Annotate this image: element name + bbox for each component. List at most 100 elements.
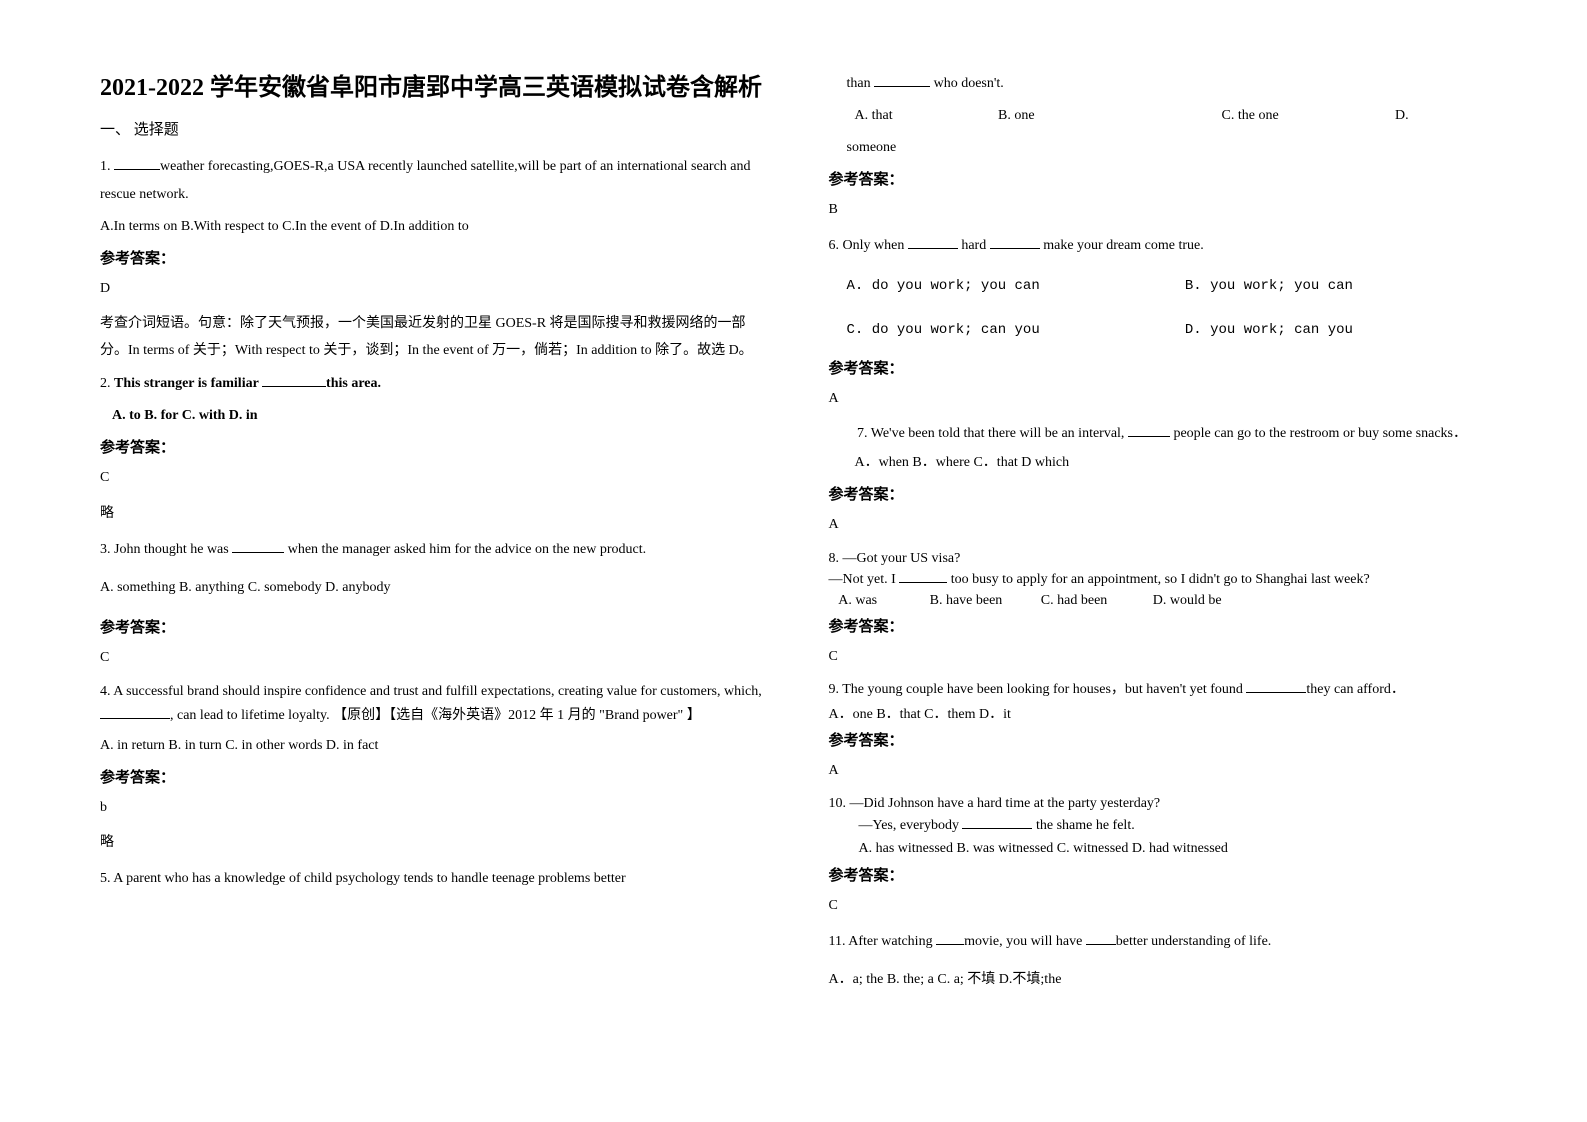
q8-line2b: too busy to apply for an appointment, so… [947, 572, 1369, 587]
q10-line2: —Yes, everybody the shame he felt. [859, 815, 1498, 837]
q6-optC: C. do you work; can you [847, 314, 1177, 348]
answer-label: 参考答案： [829, 483, 1498, 504]
question-3: 3. John thought he was when the manager … [100, 536, 769, 564]
document-page: 2021-2022 学年安徽省阜阳市唐郢中学高三英语模拟试卷含解析 一、 选择题… [0, 0, 1587, 1122]
question-9: 9. The young couple have been looking fo… [829, 679, 1498, 700]
q2-num: 2. [100, 376, 114, 391]
q9-options: A．one B．that C．them D．it [829, 704, 1498, 725]
q5-optA: A. that [855, 102, 995, 130]
q8-line1: 8. —Got your US visa? [829, 548, 1498, 569]
q6-c: make your dream come true. [1040, 238, 1204, 253]
q2-omit: 略 [100, 501, 769, 526]
q2-options: A. to B. for C. with D. in [112, 402, 769, 430]
q3-text-b: when the manager asked him for the advic… [284, 542, 646, 557]
q2-text-b: This stranger is familiar [114, 376, 262, 391]
q5c-a: than [847, 76, 875, 91]
question-1: 1. weather forecasting,GOES-R,a USA rece… [100, 153, 769, 209]
q1-options: A.In terms on B.With respect to C.In the… [100, 213, 769, 241]
q6-b: hard [958, 238, 990, 253]
q3-text-a: 3. John thought he was [100, 542, 232, 557]
q8-line2a: —Not yet. I [829, 572, 900, 587]
q10-line1: 10. —Did Johnson have a hard time at the… [829, 793, 1498, 815]
q1-text: weather forecasting,GOES-R,a USA recentl… [100, 159, 751, 202]
question-7: 7. We've been told that there will be an… [847, 422, 1498, 446]
q5-optC: C. the one [1222, 102, 1392, 130]
q5-options: A. that B. one C. the one D. [829, 102, 1498, 130]
blank [1128, 423, 1170, 437]
answer-label: 参考答案： [100, 616, 769, 637]
q3-answer: C [100, 645, 769, 670]
q4-text-a: 4. A successful brand should inspire con… [100, 684, 762, 699]
question-4: 4. A successful brand should inspire con… [100, 680, 769, 728]
answer-label: 参考答案： [829, 729, 1498, 750]
q10-options: A. has witnessed B. was witnessed C. wit… [859, 838, 1498, 860]
exam-title: 2021-2022 学年安徽省阜阳市唐郢中学高三英语模拟试卷含解析 [100, 70, 769, 106]
q5c-b: who doesn't. [930, 76, 1004, 91]
blank [1246, 679, 1306, 693]
q9-b: they can afford． [1306, 682, 1404, 697]
q4-answer: b [100, 795, 769, 820]
q9-a: 9. The young couple have been looking fo… [829, 682, 1247, 697]
q6-optB: B. you work; you can [1185, 278, 1353, 294]
question-8: 8. —Got your US visa? —Not yet. I too bu… [829, 548, 1498, 611]
q5-optD: D. [1395, 108, 1409, 123]
q11-options: A．a; the B. the; a C. a; 不填 D.不填;the [829, 966, 1498, 994]
q6-optA: A. do you work; you can [847, 270, 1177, 304]
q10-line2a: —Yes, everybody [859, 818, 963, 833]
question-5: 5. A parent who has a knowledge of child… [100, 865, 769, 893]
q7-answer: A [829, 512, 1498, 537]
q11-a: 11. After watching [829, 934, 937, 949]
q4-omit: 略 [100, 830, 769, 855]
answer-label: 参考答案： [829, 864, 1498, 885]
answer-label: 参考答案： [100, 436, 769, 457]
answer-label: 参考答案： [829, 357, 1498, 378]
q6-a: 6. Only when [829, 238, 908, 253]
q10-line2b: the shame he felt. [1032, 818, 1134, 833]
q5-tail: someone [847, 134, 1498, 162]
answer-label: 参考答案： [100, 766, 769, 787]
q1-answer: D [100, 276, 769, 301]
q10-answer: C [829, 893, 1498, 918]
q6-options-row1: A. do you work; you can B. you work; you… [847, 270, 1498, 304]
q9-answer: A [829, 758, 1498, 783]
q7-a: 7. We've been told that there will be an… [857, 426, 1128, 441]
blank [962, 816, 1032, 830]
question-6: 6. Only when hard make your dream come t… [829, 232, 1498, 260]
q2-answer: C [100, 465, 769, 490]
q5-optB: B. one [998, 102, 1218, 130]
blank [990, 236, 1040, 250]
q3-options: A. something B. anything C. somebody D. … [100, 574, 769, 602]
blank [899, 569, 947, 583]
blank [1086, 932, 1116, 946]
q5-cont: than who doesn't. [847, 70, 1498, 98]
blank [874, 73, 930, 87]
q7-options: A．when B．where C．that D which [855, 449, 1498, 477]
q8-options: A. was B. have been C. had been D. would… [829, 590, 1498, 611]
question-2: 2. This stranger is familiar this area. [100, 370, 769, 398]
question-11: 11. After watching movie, you will have … [829, 928, 1498, 956]
blank [100, 705, 170, 719]
blank [908, 236, 958, 250]
q2-text-c: this area. [326, 376, 381, 391]
q4-options: A. in return B. in turn C. in other word… [100, 732, 769, 760]
q11-c: better understanding of life. [1116, 934, 1272, 949]
right-column: than who doesn't. A. that B. one C. the … [829, 70, 1498, 1082]
q5-answer: B [829, 197, 1498, 222]
q8-answer: C [829, 644, 1498, 669]
blank [114, 156, 160, 170]
question-10: 10. —Did Johnson have a hard time at the… [829, 793, 1498, 860]
blank [262, 374, 326, 388]
answer-label: 参考答案： [829, 615, 1498, 636]
blank [232, 539, 284, 553]
answer-label: 参考答案： [100, 247, 769, 268]
q6-optD: D. you work; can you [1185, 322, 1353, 338]
q8-line2: —Not yet. I too busy to apply for an app… [829, 569, 1498, 590]
q1-num: 1. [100, 159, 114, 174]
q4-text-b: , can lead to lifetime loyalty. 【原创】【选自《… [170, 708, 701, 723]
section-heading: 一、 选择题 [100, 118, 769, 139]
q7-b: people can go to the restroom or buy som… [1170, 426, 1467, 441]
blank [936, 932, 964, 946]
q6-options-row2: C. do you work; can you D. you work; can… [847, 314, 1498, 348]
left-column: 2021-2022 学年安徽省阜阳市唐郢中学高三英语模拟试卷含解析 一、 选择题… [100, 70, 769, 1082]
answer-label: 参考答案： [829, 168, 1498, 189]
